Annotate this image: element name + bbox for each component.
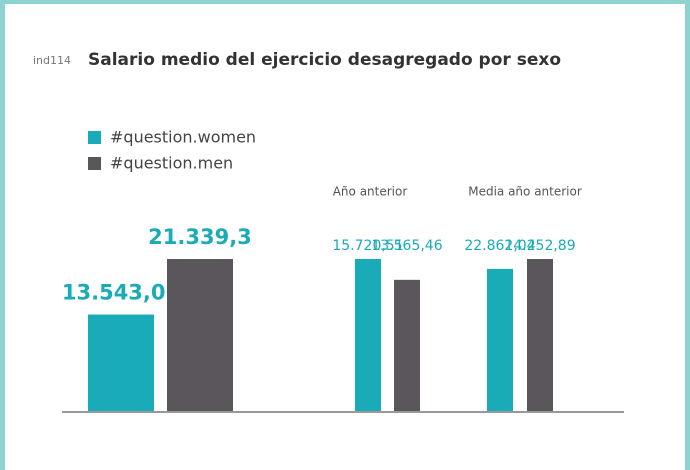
frame-left [0,0,5,470]
legend-swatch [88,157,101,170]
bar [527,259,553,411]
frame-right [685,0,690,470]
bar [167,259,233,411]
bar [355,259,381,411]
value-label: 13.543,06 [62,281,180,305]
value-label: 24.452,89 [504,238,575,254]
value-label: 15.720,51 [332,238,403,254]
bar [487,268,513,411]
bar [394,279,420,411]
frame-top [0,0,690,4]
legend-label: #question.women [110,128,256,147]
value-label: 13.565,46 [371,238,442,254]
value-label: 22.861,02 [464,238,535,254]
chart-title: Salario medio del ejercicio desagregado … [88,50,561,70]
legend-swatch [88,131,101,144]
group-label: Año anterior [333,185,408,199]
indicator-code: ind114 [33,54,71,67]
value-label: 21.339,3 [148,225,252,249]
legend-label: #question.men [110,154,233,173]
bar [88,314,154,411]
group-label: Media año anterior [468,185,582,199]
